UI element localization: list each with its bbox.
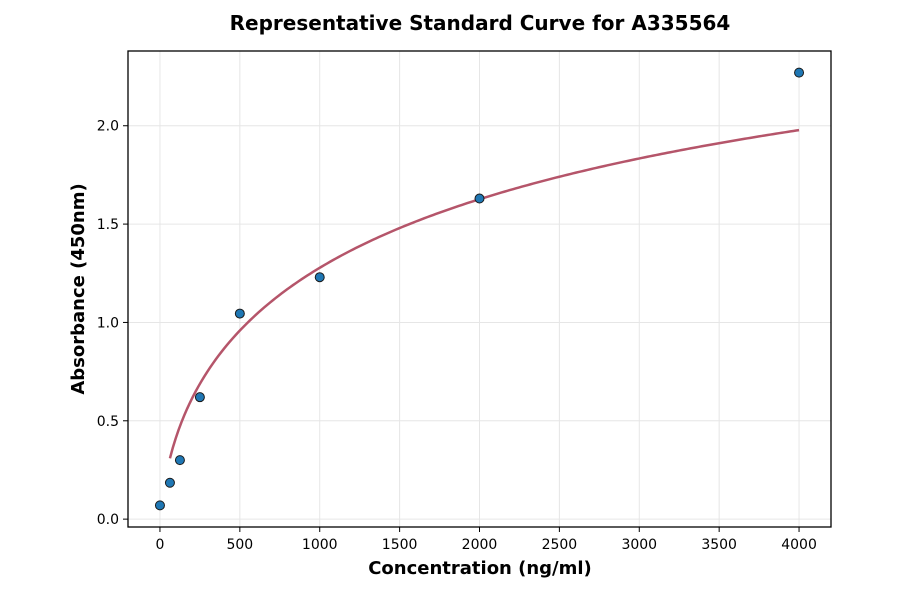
- data-point: [154, 500, 165, 511]
- x-tick-label: 500: [226, 537, 253, 553]
- data-point: [164, 477, 175, 488]
- x-tick-label: 3000: [621, 537, 657, 553]
- data-point: [474, 193, 485, 204]
- fit-curve: [168, 128, 800, 459]
- x-tick-label: 1500: [382, 537, 418, 553]
- data-point: [234, 308, 245, 319]
- x-axis-ticks: 0 500 1000 1500 2000 2500 3000 3500 4000: [155, 527, 817, 553]
- y-tick-label: 1.0: [97, 315, 119, 331]
- x-axis-label: Concentration (ng/ml): [368, 558, 592, 579]
- data-point: [174, 455, 185, 466]
- x-tick-label: 2000: [462, 537, 498, 553]
- y-tick-label: 1.5: [97, 217, 119, 233]
- y-tick-label: 2.0: [97, 119, 119, 135]
- grid-lines: [128, 51, 831, 527]
- data-point: [314, 272, 325, 283]
- x-tick-label: 1000: [302, 537, 338, 553]
- y-axis-ticks: 0.0 0.5 1.0 1.5 2.0: [97, 119, 128, 528]
- x-tick-label: 0: [155, 537, 164, 553]
- x-tick-label: 3500: [701, 537, 737, 553]
- data-point: [194, 392, 205, 403]
- y-tick-label: 0.0: [97, 512, 119, 528]
- chart-title: Representative Standard Curve for A33556…: [230, 11, 731, 35]
- x-tick-label: 2500: [542, 537, 578, 553]
- data-point: [794, 67, 805, 78]
- y-tick-label: 0.5: [97, 414, 119, 430]
- data-points: [154, 67, 805, 511]
- x-tick-label: 4000: [781, 537, 817, 553]
- y-axis-label: Absorbance (450nm): [68, 183, 89, 394]
- fit-curve-layer: [168, 128, 800, 459]
